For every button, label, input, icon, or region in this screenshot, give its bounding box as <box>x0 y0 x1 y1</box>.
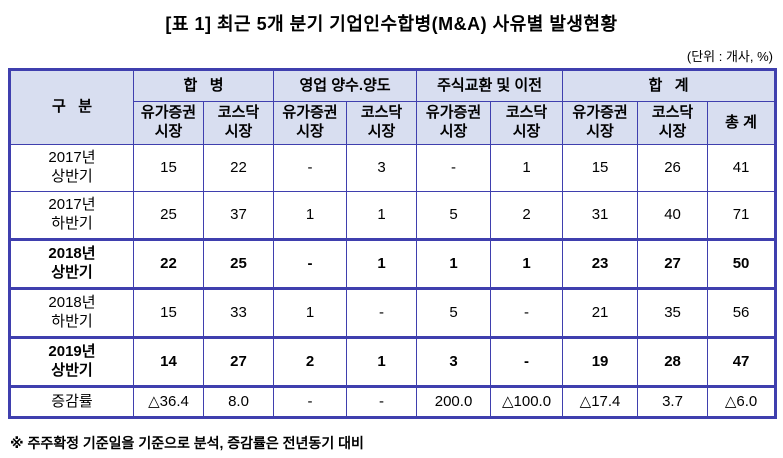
table-cell: 41 <box>707 144 777 192</box>
table-cell: 8.0 <box>202 386 275 418</box>
table-cell: 2 <box>273 336 348 388</box>
row-label: 2018년 상반기 <box>9 238 134 290</box>
table-cell: 3.7 <box>637 386 709 418</box>
table-cell: - <box>273 144 348 192</box>
table-row-2018-h1: 2018년 상반기 22 25 - 1 1 1 23 27 50 <box>9 238 777 290</box>
table-cell: 5 <box>416 191 492 240</box>
table-cell: 35 <box>637 288 709 338</box>
row-label: 증감률 <box>9 386 134 418</box>
table-cell: 40 <box>637 191 709 240</box>
sub-header-kospi-merger: 유가증권 시장 <box>133 101 204 145</box>
table-cell: 26 <box>637 144 709 192</box>
table-header-sub-row: 유가증권 시장 코스닥 시장 유가증권 시장 코스닥 시장 유가증권 시장 코스… <box>10 101 777 145</box>
table-row-2018-h2: 2018년 하반기 15 33 1 - 5 - 21 35 56 <box>9 288 777 338</box>
table-cell: 15 <box>562 144 639 192</box>
page-title: [표 1] 최근 5개 분기 기업인수합병(M&A) 사유별 발생현황 <box>165 14 618 34</box>
table-cell: 1 <box>490 238 564 290</box>
table-cell: 1 <box>346 336 418 388</box>
table-cell: 25 <box>133 191 204 240</box>
table-cell: 15 <box>133 288 204 338</box>
table-cell: - <box>346 288 418 338</box>
table-cell: - <box>273 386 348 418</box>
table-cell: 14 <box>133 336 204 388</box>
table-cell: 3 <box>346 144 418 192</box>
table-cell: △36.4 <box>133 386 204 418</box>
row-label: 2017년 하반기 <box>9 191 134 240</box>
corner-header: 구 분 <box>9 69 134 145</box>
row-label: 2017년 상반기 <box>9 144 134 192</box>
table-cell: 28 <box>637 336 709 388</box>
table-cell: 25 <box>202 238 275 290</box>
sub-header-kosdaq-exchange: 코스닥 시장 <box>490 101 564 145</box>
group-header-business-transfer: 영업 양수.양도 <box>273 69 418 102</box>
unit-note: (단위 : 개사, %) <box>686 49 773 64</box>
table-cell: △17.4 <box>562 386 639 418</box>
sub-header-kospi-transfer: 유가증권 시장 <box>273 101 348 145</box>
table-cell: 31 <box>562 191 639 240</box>
table-cell: 33 <box>202 288 275 338</box>
sub-header-kosdaq-total: 코스닥 시장 <box>637 101 709 145</box>
table-cell: 27 <box>202 336 275 388</box>
table-cell: 5 <box>416 288 492 338</box>
table-cell: 3 <box>416 336 492 388</box>
table-row-change-rate: 증감률 △36.4 8.0 - - 200.0 △100.0 △17.4 3.7… <box>9 386 777 418</box>
group-header-total: 합 계 <box>562 69 777 102</box>
sub-header-grand-total: 총 계 <box>707 101 777 145</box>
table-cell: 1 <box>273 191 348 240</box>
table-cell: 71 <box>707 191 777 240</box>
table-cell: 22 <box>133 238 204 290</box>
sub-header-kosdaq-transfer: 코스닥 시장 <box>346 101 418 145</box>
table-cell: 1 <box>346 238 418 290</box>
table-cell: - <box>273 238 348 290</box>
table-cell: 1 <box>416 238 492 290</box>
table-cell: 1 <box>273 288 348 338</box>
table-cell: 2 <box>490 191 564 240</box>
table-cell: 47 <box>707 336 777 388</box>
sub-header-kosdaq-merger: 코스닥 시장 <box>202 101 275 145</box>
table-cell: - <box>490 336 564 388</box>
table-cell: 37 <box>202 191 275 240</box>
sub-header-kospi-exchange: 유가증권 시장 <box>416 101 492 145</box>
table-cell: 50 <box>707 238 777 290</box>
table-cell: 23 <box>562 238 639 290</box>
sub-header-kospi-total: 유가증권 시장 <box>562 101 639 145</box>
table-row-2019-h1: 2019년 상반기 14 27 2 1 3 - 19 28 47 <box>9 336 777 388</box>
table-cell: - <box>346 386 418 418</box>
group-header-stock-exchange: 주식교환 및 이전 <box>416 69 564 102</box>
table-cell: 56 <box>707 288 777 338</box>
group-header-merger: 합 병 <box>132 69 275 102</box>
table-cell: 21 <box>562 288 639 338</box>
table-cell: 15 <box>133 144 204 192</box>
table-cell: △100.0 <box>490 386 564 418</box>
table-cell: 200.0 <box>416 386 492 418</box>
table-cell: 22 <box>202 144 275 192</box>
table-cell: 19 <box>562 336 639 388</box>
table-cell: △6.0 <box>707 386 777 418</box>
table-header-group-row: 구 분 합 병 영업 양수.양도 주식교환 및 이전 합 계 <box>9 69 777 145</box>
ma-table: 구 분 합 병 영업 양수.양도 주식교환 및 이전 합 계 유가증권 시장 코… <box>8 68 778 419</box>
table-cell: - <box>490 288 564 338</box>
footnote: ※ 주주확정 기준일을 기준으로 분석, 증감률은 전년동기 대비 <box>10 435 364 451</box>
row-label: 2019년 상반기 <box>9 336 134 388</box>
row-label: 2018년 하반기 <box>9 288 134 338</box>
table-row-2017-h2: 2017년 하반기 25 37 1 1 5 2 31 40 71 <box>9 191 777 240</box>
table-cell: 27 <box>637 238 709 290</box>
table-cell: 1 <box>490 144 564 192</box>
table-row-2017-h1: 2017년 상반기 15 22 - 3 - 1 15 26 41 <box>9 144 777 192</box>
table-cell: - <box>416 144 492 192</box>
table-cell: 1 <box>346 191 418 240</box>
